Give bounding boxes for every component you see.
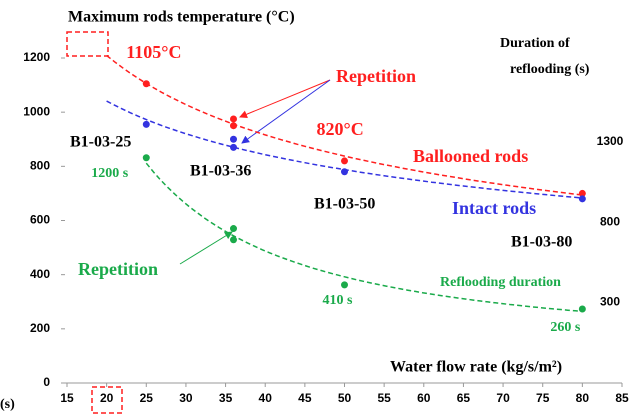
y2-tick-label: 300 <box>600 295 620 309</box>
x-tick-label: 55 <box>377 391 391 405</box>
point <box>230 115 237 123</box>
y2-axis-label: reflooding (s) <box>510 62 590 77</box>
value-label: 1105°C <box>126 42 181 62</box>
annotation: (s) <box>0 397 15 412</box>
x-tick-label: 75 <box>536 391 550 405</box>
y-tick-label: 1200 <box>23 50 50 64</box>
x-tick-label: 70 <box>496 391 510 405</box>
point <box>230 135 237 143</box>
legend-label: Reflooding duration <box>440 275 561 290</box>
annotation: Repetition <box>78 259 158 279</box>
y-tick-label: 400 <box>30 267 50 281</box>
point <box>341 281 348 289</box>
annotation: B1-03-80 <box>511 234 572 251</box>
point <box>230 225 237 233</box>
x-tick-label: 80 <box>576 391 590 405</box>
point <box>341 157 348 165</box>
x-tick-label: 50 <box>338 391 352 405</box>
y-tick-label: 600 <box>30 213 50 227</box>
point <box>578 195 586 203</box>
highlight-box <box>66 31 109 57</box>
x-axis-label: Water flow rate (kg/s/m²) <box>390 359 562 376</box>
annotation: B1-03-36 <box>190 163 251 180</box>
annotation: B1-03-50 <box>314 196 375 213</box>
value-label: 1200 s <box>91 166 128 181</box>
y2-tick-label: 1300 <box>597 134 624 148</box>
x-tick-label: 30 <box>179 391 193 405</box>
y2-tick-label: 800 <box>600 214 620 228</box>
legend-label: Ballooned rods <box>413 146 528 166</box>
point <box>578 189 586 197</box>
point <box>230 122 237 130</box>
arrow <box>179 231 233 265</box>
y-tick-label: 800 <box>30 159 50 173</box>
chart-title: Maximum rods temperature (°C) <box>68 9 295 26</box>
x-tick-label: 15 <box>60 391 74 405</box>
value-label: 820°C <box>317 119 364 139</box>
x-tick-label: 85 <box>615 391 629 405</box>
trend-line <box>145 162 583 313</box>
x-tick-label: 35 <box>219 391 233 405</box>
x-tick-label: 45 <box>298 391 312 405</box>
arrow <box>239 79 331 119</box>
x-tick-label: 20 <box>100 391 114 405</box>
point <box>142 120 150 128</box>
y-tick-label: 0 <box>43 375 50 389</box>
annotation: B1-03-25 <box>70 134 131 151</box>
highlight-box <box>91 386 123 414</box>
value-label: 260 s <box>550 320 581 335</box>
point <box>142 154 150 162</box>
legend-label: Intact rods <box>452 198 536 218</box>
annotation: Repetition <box>336 66 416 86</box>
y-tick-label: 1000 <box>23 104 50 118</box>
value-label: 410 s <box>323 293 354 308</box>
x-tick-label: 25 <box>140 391 154 405</box>
point <box>578 305 586 313</box>
x-tick-label: 60 <box>417 391 431 405</box>
y2-axis-label: Duration of <box>500 36 570 51</box>
trend-line <box>106 54 583 196</box>
point <box>341 168 348 176</box>
point <box>230 143 237 151</box>
point <box>142 80 150 88</box>
x-tick-label: 65 <box>457 391 471 405</box>
point <box>230 236 237 244</box>
x-tick-label: 40 <box>259 391 273 405</box>
y-tick-label: 200 <box>30 321 50 335</box>
